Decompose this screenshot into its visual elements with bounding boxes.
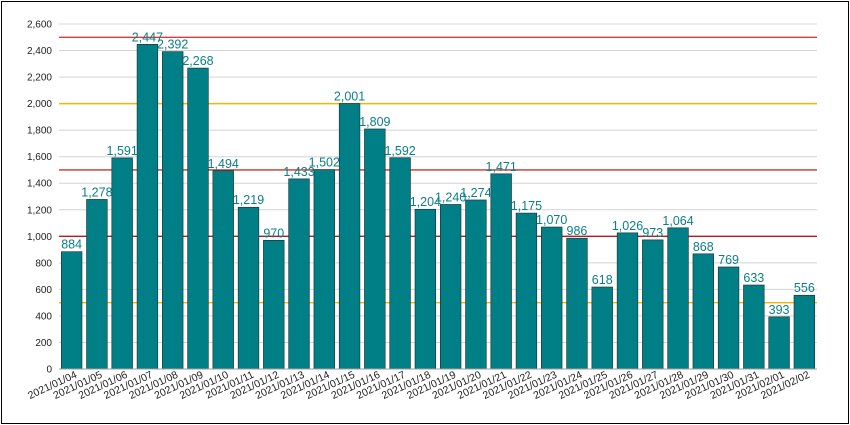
y-tick-label: 1,200 — [27, 205, 52, 216]
data-label: 1,494 — [208, 157, 239, 171]
bar — [465, 199, 487, 370]
y-axis: 0 200 400 600 800 1,000 1,200 1,400 1,600 1,800 2,… — [27, 20, 52, 376]
bar — [616, 232, 639, 370]
bar — [313, 169, 335, 370]
bar — [288, 178, 310, 370]
data-label: 1,592 — [384, 144, 415, 158]
data-label: 556 — [794, 281, 815, 295]
y-tick-label: 1,600 — [27, 152, 52, 163]
data-label: 2,001 — [334, 89, 365, 103]
bar — [566, 237, 588, 370]
y-tick-label: 600 — [35, 285, 52, 296]
bar — [490, 173, 512, 370]
y-tick-label: 0 — [46, 365, 52, 376]
x-axis: 2021/01/042021/01/052021/01/062021/01/07… — [26, 368, 817, 402]
data-label: 393 — [769, 303, 790, 317]
bar — [263, 239, 285, 370]
data-label: 1,026 — [612, 219, 643, 233]
y-tick-label: 2,200 — [27, 73, 52, 84]
bar — [338, 103, 361, 370]
data-label: 1,502 — [309, 156, 340, 170]
bar — [717, 266, 740, 370]
y-tick-label: 1,000 — [27, 232, 52, 243]
data-label: 1,240 — [435, 190, 466, 204]
bar — [212, 170, 234, 370]
y-tick-label: 200 — [35, 338, 52, 349]
bar — [743, 284, 765, 370]
data-label: 1,274 — [460, 186, 491, 200]
data-label: 1,278 — [81, 185, 112, 199]
y-tick-label: 1,400 — [27, 179, 52, 190]
data-label: 769 — [718, 253, 739, 267]
data-label: 986 — [567, 224, 588, 238]
data-label: 1,064 — [662, 214, 693, 228]
y-tick-label: 400 — [35, 311, 52, 322]
data-label: 1,219 — [233, 193, 264, 207]
bar — [237, 206, 260, 370]
data-label: 973 — [642, 226, 663, 240]
bar — [187, 67, 209, 370]
bar — [162, 51, 184, 370]
bar — [768, 316, 790, 370]
y-tick-label: 1,800 — [27, 126, 52, 137]
bar — [793, 294, 816, 370]
data-label: 884 — [61, 238, 82, 252]
data-label: 868 — [693, 240, 714, 254]
bar — [692, 253, 714, 370]
bar — [541, 226, 563, 370]
data-label: 1,433 — [283, 165, 314, 179]
bar — [86, 199, 108, 370]
bar — [439, 204, 462, 370]
data-label: 1,204 — [410, 195, 441, 209]
data-label: 618 — [592, 273, 613, 287]
bar — [642, 239, 664, 370]
y-tick-label: 2,400 — [27, 46, 52, 57]
data-label: 1,070 — [536, 213, 567, 227]
data-label: 1,175 — [511, 199, 542, 213]
bar — [667, 227, 689, 370]
y-tick-label: 2,000 — [27, 99, 52, 110]
y-tick-label: 800 — [35, 258, 52, 269]
bar — [364, 128, 386, 370]
data-label: 2,447 — [132, 30, 163, 44]
bar — [515, 212, 538, 370]
data-label: 633 — [743, 271, 764, 285]
reference-lines — [59, 36, 817, 304]
data-label: 2,392 — [157, 38, 188, 52]
data-label: 970 — [263, 226, 284, 240]
bars — [60, 44, 816, 370]
data-label: 1,809 — [359, 115, 390, 129]
data-label: 2,268 — [182, 54, 213, 68]
bar — [414, 208, 437, 370]
bar — [60, 251, 83, 370]
data-label: 1,591 — [107, 144, 138, 158]
data-label: 1,471 — [486, 160, 517, 174]
bar — [111, 157, 133, 370]
bar — [591, 286, 613, 370]
y-tick-label: 2,600 — [27, 20, 52, 31]
bar — [136, 44, 159, 370]
bar — [389, 157, 411, 370]
